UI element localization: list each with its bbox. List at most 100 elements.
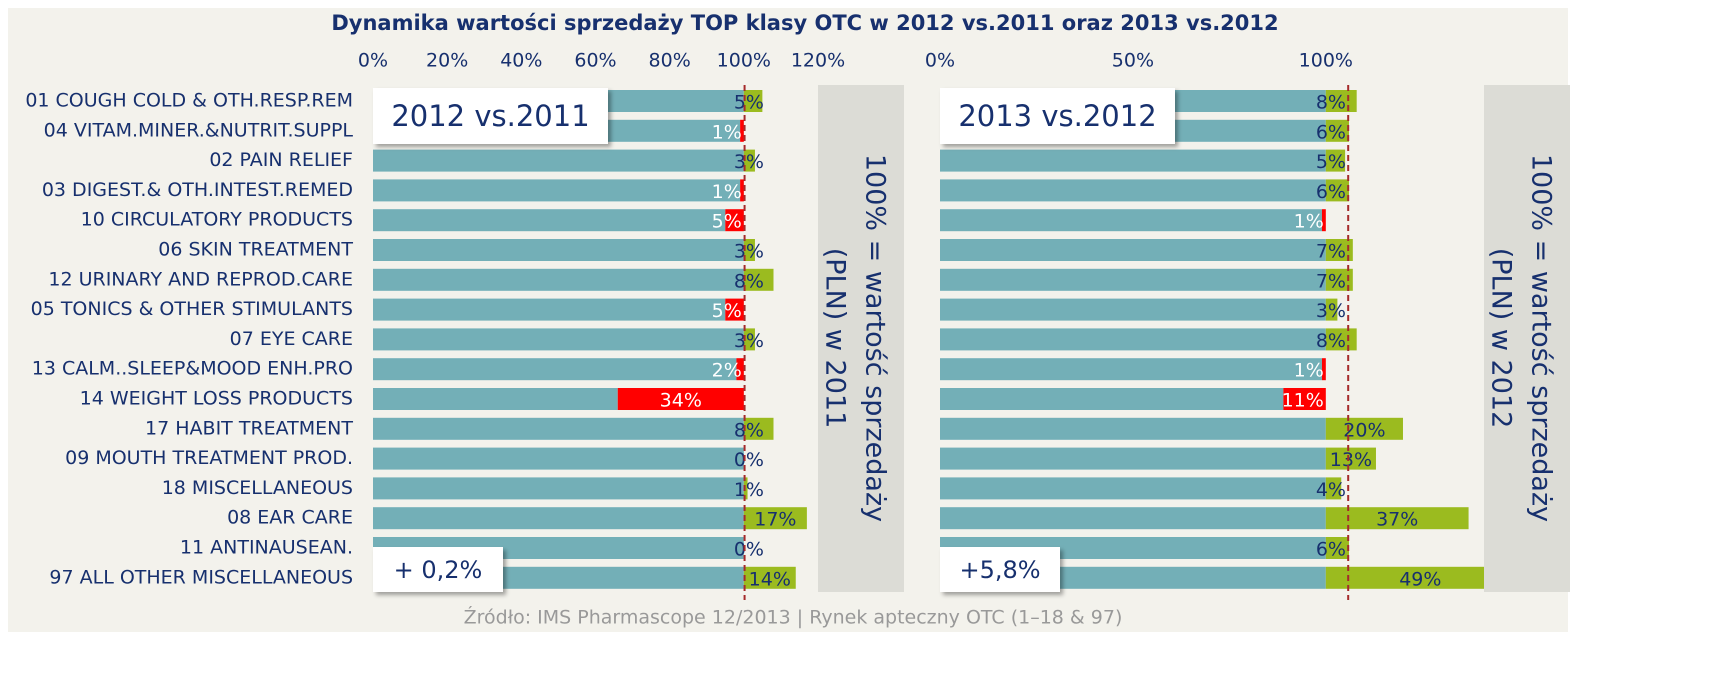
category-label: 06 SKIN TREATMENT (158, 239, 353, 261)
category-label: 12 URINARY AND REPROD.CARE (48, 268, 353, 290)
decline-bar (740, 119, 744, 142)
growth-bar (1325, 566, 1484, 589)
base-bar (373, 149, 744, 172)
value-label: 7% (1316, 241, 1346, 263)
x-tick-label: 100% (1299, 50, 1353, 72)
growth-bar (743, 149, 755, 172)
base-bar (373, 447, 744, 470)
base-bar (940, 328, 1326, 351)
value-label: 1% (1294, 211, 1324, 233)
base-bar (940, 358, 1322, 381)
reference-box (940, 547, 1060, 592)
value-label: 6% (1316, 181, 1346, 203)
value-label: 1% (712, 121, 742, 143)
growth-bar (743, 477, 748, 500)
value-label: 3% (734, 330, 764, 352)
category-label: 01 COUGH COLD & OTH.RESP.REM (25, 90, 353, 112)
category-label: 04 VITAM.MINER.&NUTRIT.SUPPL (44, 119, 354, 141)
base-bar (373, 507, 744, 530)
category-label: 07 EYE CARE (230, 328, 353, 350)
value-label: 6% (1316, 121, 1346, 143)
value-label: 2% (712, 360, 742, 382)
growth-bar (743, 566, 796, 589)
base-bar (373, 417, 744, 440)
growth-bar (743, 268, 774, 291)
plot (373, 90, 807, 589)
value-label: 6% (1316, 539, 1346, 561)
value-label: 8% (1316, 92, 1346, 114)
growth-bar (743, 507, 807, 530)
category-label: 13 CALM..SLEEP&MOOD ENH.PRO (32, 358, 353, 380)
value-label: 49% (1399, 568, 1441, 590)
value-label: 13% (1330, 449, 1372, 471)
growth-bar (1325, 119, 1349, 142)
note-box (818, 85, 904, 592)
growth-bar (1325, 507, 1469, 530)
category-label: 05 TONICS & OTHER STIMULANTS (31, 298, 353, 320)
decline-bar (725, 298, 744, 321)
axis-note: (PLN) w 2012 (1486, 248, 1517, 429)
value-label: 3% (734, 241, 764, 263)
value-label: 0% (734, 449, 764, 471)
base-bar (940, 179, 1326, 202)
base-bar (940, 477, 1326, 500)
growth-bar (1325, 149, 1346, 172)
base-bar (373, 328, 744, 351)
value-label: 11% (1282, 390, 1324, 412)
base-bar (940, 447, 1326, 470)
value-label: 5% (712, 211, 742, 233)
value-label: 1% (734, 479, 764, 501)
base-bar (940, 417, 1326, 440)
growth-bar (1325, 477, 1342, 500)
value-label: 8% (1316, 330, 1346, 352)
growth-bar (743, 328, 755, 351)
value-label: 5% (1316, 151, 1346, 173)
value-label: 3% (734, 151, 764, 173)
growth-bar (1325, 239, 1353, 261)
reference-label: +5,8% (959, 556, 1040, 584)
panel-label: 2012 vs.2011 (391, 99, 589, 133)
base-bar (940, 209, 1322, 232)
axis-note: 100% = wartość sprzedaży (1526, 154, 1557, 522)
decline-bar (736, 358, 744, 381)
base-bar (940, 388, 1284, 410)
category-label: 17 HABIT TREATMENT (145, 417, 353, 439)
value-label: 14% (749, 568, 791, 590)
value-label: 37% (1376, 509, 1418, 531)
x-tick-label: 0% (358, 50, 388, 72)
value-label: 8% (734, 270, 764, 292)
value-label: 1% (1294, 360, 1324, 382)
plot (940, 90, 1484, 589)
growth-bar (743, 417, 774, 440)
category-label: 10 CIRCULATORY PRODUCTS (81, 209, 353, 231)
growth-bar (1325, 328, 1357, 351)
category-label: 97 ALL OTHER MISCELLANEOUS (49, 566, 353, 588)
base-bar (940, 239, 1326, 261)
reference-box (373, 547, 503, 592)
base-bar (940, 149, 1326, 172)
note-box (1484, 85, 1570, 592)
base-bar (373, 358, 737, 381)
label-box (373, 88, 608, 144)
decline-bar (1321, 209, 1326, 232)
value-label: 1% (712, 181, 742, 203)
value-label: 3% (1316, 300, 1346, 322)
x-tick-label: 50% (1112, 50, 1154, 72)
x-tick-label: 60% (574, 50, 616, 72)
x-tick-label: 0% (925, 50, 955, 72)
x-tick-label: 80% (649, 50, 691, 72)
value-label: 5% (734, 92, 764, 114)
value-label: 20% (1343, 419, 1385, 441)
base-bar (373, 239, 744, 261)
label-box (940, 88, 1175, 144)
x-tick-label: 20% (426, 50, 468, 72)
panel-label: 2013 vs.2012 (958, 99, 1156, 133)
category-label: 18 MISCELLANEOUS (162, 477, 353, 499)
decline-bar (1283, 388, 1326, 410)
base-bar (940, 298, 1326, 321)
category-label: 14 WEIGHT LOSS PRODUCTS (80, 388, 353, 410)
value-label: 8% (734, 419, 764, 441)
x-tick-label: 120% (791, 50, 845, 72)
base-bar (373, 268, 744, 291)
growth-bar (1325, 268, 1353, 291)
